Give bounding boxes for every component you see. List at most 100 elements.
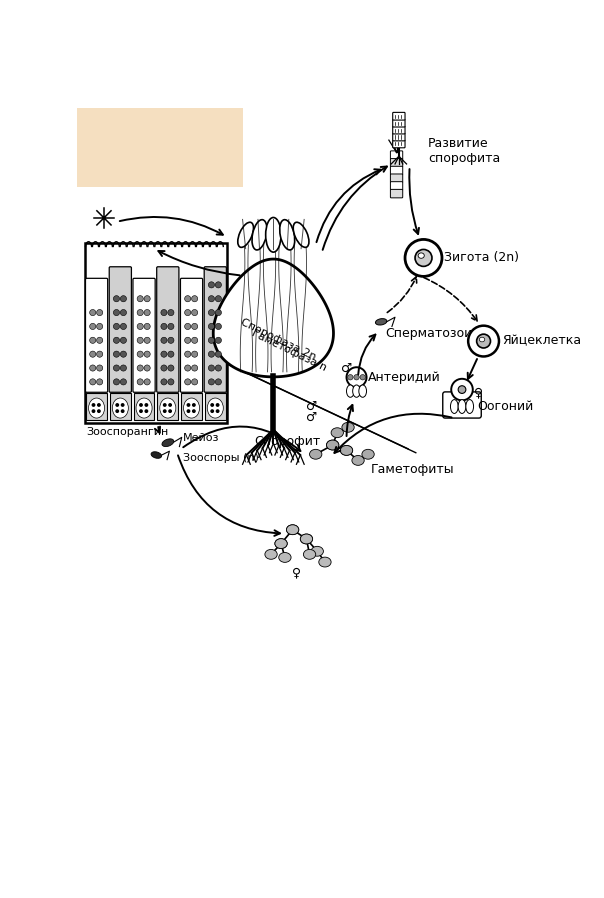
Circle shape — [168, 365, 174, 371]
Circle shape — [161, 351, 167, 357]
Text: ♂: ♂ — [306, 410, 318, 424]
Circle shape — [144, 351, 150, 357]
Ellipse shape — [342, 422, 354, 432]
Circle shape — [168, 351, 174, 357]
Text: Оогоний: Оогоний — [477, 400, 534, 413]
Ellipse shape — [300, 534, 313, 544]
Circle shape — [208, 310, 214, 316]
FancyBboxPatch shape — [86, 392, 107, 420]
Ellipse shape — [327, 440, 339, 450]
Circle shape — [97, 379, 103, 385]
Circle shape — [168, 323, 174, 330]
FancyBboxPatch shape — [181, 278, 203, 392]
Circle shape — [208, 365, 214, 371]
Circle shape — [144, 295, 150, 302]
Circle shape — [137, 365, 143, 371]
Circle shape — [161, 338, 167, 343]
Ellipse shape — [112, 398, 128, 418]
Ellipse shape — [480, 338, 485, 342]
Circle shape — [97, 403, 101, 407]
Circle shape — [114, 351, 120, 357]
Circle shape — [191, 295, 198, 302]
Circle shape — [187, 409, 190, 413]
FancyBboxPatch shape — [205, 392, 226, 420]
Ellipse shape — [376, 319, 387, 325]
FancyBboxPatch shape — [390, 159, 403, 167]
Ellipse shape — [265, 550, 277, 559]
Ellipse shape — [286, 524, 299, 534]
Circle shape — [137, 351, 143, 357]
Ellipse shape — [266, 217, 281, 252]
Circle shape — [215, 295, 222, 302]
Circle shape — [347, 367, 367, 387]
Circle shape — [161, 310, 167, 316]
Circle shape — [120, 379, 126, 385]
FancyBboxPatch shape — [204, 267, 226, 392]
FancyBboxPatch shape — [393, 140, 405, 148]
Circle shape — [137, 338, 143, 343]
Circle shape — [191, 351, 198, 357]
Ellipse shape — [293, 222, 309, 247]
Ellipse shape — [275, 539, 288, 549]
Ellipse shape — [89, 398, 104, 418]
Circle shape — [191, 323, 198, 330]
Circle shape — [191, 338, 198, 343]
Circle shape — [208, 338, 214, 343]
Text: Антеридий: Антеридий — [368, 371, 441, 383]
Circle shape — [137, 295, 143, 302]
Circle shape — [120, 338, 126, 343]
Text: Развитие
спорофита: Развитие спорофита — [428, 137, 500, 165]
Ellipse shape — [466, 400, 474, 413]
Circle shape — [168, 379, 174, 385]
Ellipse shape — [458, 400, 466, 413]
FancyBboxPatch shape — [109, 267, 132, 392]
Circle shape — [114, 365, 120, 371]
Circle shape — [120, 365, 126, 371]
FancyBboxPatch shape — [86, 278, 108, 392]
Circle shape — [102, 216, 106, 220]
Circle shape — [215, 310, 222, 316]
Ellipse shape — [275, 539, 288, 549]
Circle shape — [97, 323, 103, 330]
FancyBboxPatch shape — [110, 392, 130, 420]
Ellipse shape — [347, 385, 354, 397]
Circle shape — [97, 338, 103, 343]
Circle shape — [215, 365, 222, 371]
Ellipse shape — [348, 374, 353, 380]
Circle shape — [161, 323, 167, 330]
Circle shape — [216, 403, 219, 407]
Circle shape — [121, 409, 124, 413]
Circle shape — [185, 295, 191, 302]
Circle shape — [114, 338, 120, 343]
FancyBboxPatch shape — [390, 151, 403, 159]
Bar — [77, 108, 243, 187]
Ellipse shape — [238, 222, 254, 247]
Ellipse shape — [160, 398, 176, 418]
Ellipse shape — [300, 534, 313, 544]
Circle shape — [144, 338, 150, 343]
Circle shape — [451, 379, 473, 401]
Ellipse shape — [311, 546, 323, 556]
FancyBboxPatch shape — [156, 267, 179, 392]
Circle shape — [468, 326, 499, 357]
Circle shape — [216, 409, 219, 413]
FancyBboxPatch shape — [393, 112, 405, 120]
Circle shape — [89, 351, 96, 357]
Circle shape — [89, 379, 96, 385]
Circle shape — [185, 338, 191, 343]
Text: Зооспоры (n): Зооспоры (n) — [183, 453, 259, 462]
Circle shape — [137, 323, 143, 330]
Text: ♂: ♂ — [341, 362, 352, 374]
FancyBboxPatch shape — [390, 174, 403, 182]
Ellipse shape — [151, 452, 162, 458]
Ellipse shape — [310, 449, 322, 459]
FancyBboxPatch shape — [133, 278, 155, 392]
Circle shape — [89, 323, 96, 330]
Circle shape — [144, 310, 150, 316]
FancyBboxPatch shape — [393, 119, 405, 127]
Text: Яйцеклетка: Яйцеклетка — [502, 335, 581, 348]
Circle shape — [97, 351, 103, 357]
Circle shape — [139, 403, 143, 407]
Circle shape — [92, 403, 95, 407]
Circle shape — [97, 409, 101, 413]
